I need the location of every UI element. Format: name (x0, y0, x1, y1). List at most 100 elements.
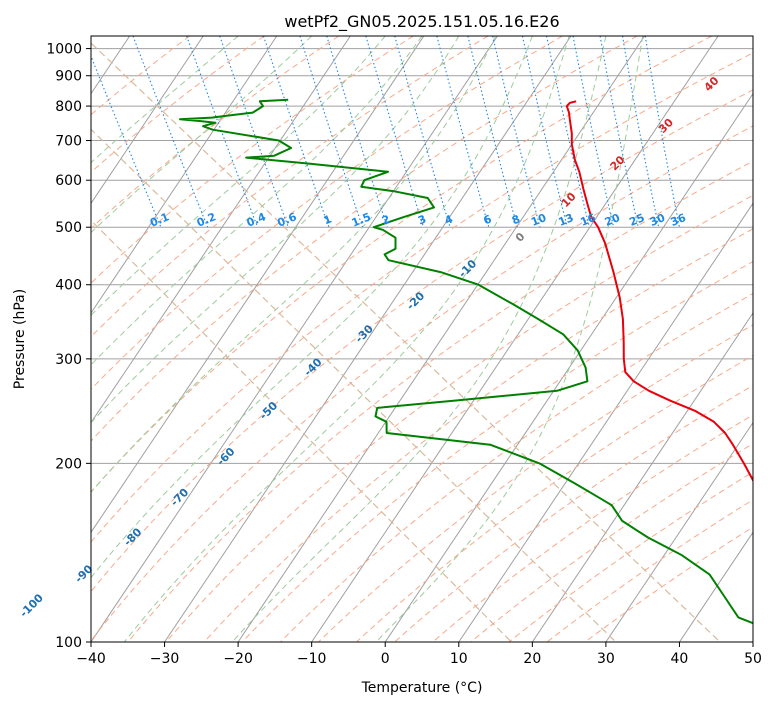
isotherm-label: -90 (72, 562, 95, 585)
isotherm-label: 0 (513, 230, 528, 245)
dry-adiabat-line (127, 160, 753, 642)
isotherm-label: -60 (214, 445, 237, 468)
y-tick-label: 900 (55, 69, 82, 85)
y-tick-label: 800 (55, 99, 82, 115)
isotherm-line (458, 202, 753, 642)
isotherm-label: -80 (121, 525, 144, 548)
y-tick-label: 1000 (46, 42, 82, 58)
moist-adiabat-line (91, 36, 460, 424)
isotherm-label: -70 (168, 486, 191, 509)
isotherm-line (91, 36, 425, 534)
dry-adiabat-line (394, 384, 753, 642)
dewpoint-profile-line (179, 98, 753, 625)
x-tick-label: 20 (523, 651, 541, 667)
isotherm-line (164, 36, 572, 642)
isotherm-label: -100 (17, 591, 46, 620)
mixing-ratio-line (365, 36, 425, 228)
dry-adiabat-line (546, 499, 753, 642)
mixing-ratio-line (262, 36, 330, 228)
mixing-ratio-label: 0.6 (276, 210, 299, 229)
mixing-ratio-line (521, 36, 568, 228)
mixing-ratio-label: 25 (627, 211, 646, 229)
chart-title: wetPf2_GN05.2025.151.05.16.E26 (284, 12, 559, 32)
isotherm-label: 10 (559, 190, 579, 210)
lcl-arc-line (91, 219, 512, 642)
mixing-ratio-line (546, 36, 590, 228)
x-tick-label: −20 (223, 651, 253, 667)
dry-adiabat-line (91, 89, 753, 593)
dry-adiabat-line (432, 414, 753, 642)
mixing-ratio-label: 3 (416, 213, 428, 228)
mixing-ratio-label: 1 (322, 213, 334, 228)
dry-adiabat-line (91, 36, 265, 173)
y-tick-label: 300 (55, 352, 82, 368)
isotherm-line (752, 641, 753, 642)
isotherm-line (384, 92, 753, 642)
y-tick-label: 600 (55, 173, 82, 189)
isotherm-line (679, 531, 753, 642)
dry-adiabat-line (241, 260, 753, 642)
lcl-arc-line (91, 128, 617, 642)
x-axis: −40 −30 −20 −10 0 10 20 30 40 50 (76, 642, 762, 667)
x-tick-label: 50 (744, 651, 762, 667)
isotherm-line (237, 36, 645, 642)
x-tick-label: 30 (597, 651, 615, 667)
x-tick-label: −40 (76, 651, 106, 667)
isotherm-line (91, 36, 204, 205)
x-tick-label: −30 (150, 651, 180, 667)
moist-adiabat-line (91, 36, 313, 234)
sounding-profiles (179, 98, 753, 625)
lcl-arc-line (91, 42, 721, 642)
isotherm-line (531, 312, 753, 642)
isotherm-line (0, 36, 56, 642)
moist-adiabat-line (91, 36, 533, 579)
mixing-ratio-line (467, 36, 518, 228)
dry-adiabat-line (91, 36, 190, 116)
dry-adiabat-line (91, 36, 638, 442)
mixing-ratio-line (219, 36, 289, 228)
dry-adiabat-line (91, 52, 753, 543)
mixing-ratio-label: 16 (579, 211, 598, 229)
plot-frame (90, 35, 754, 643)
isotherm-label: -20 (404, 289, 427, 312)
mixing-ratio-label: 6 (482, 212, 494, 227)
mixing-ratio-line (436, 36, 490, 228)
y-tick-label: 100 (55, 635, 82, 651)
x-tick-label: 10 (450, 651, 468, 667)
moist-adiabat-line (91, 36, 423, 366)
x-axis-label: Temperature (°C) (361, 680, 483, 696)
mixing-ratio-label: 2 (380, 212, 392, 227)
y-tick-label: 700 (55, 133, 82, 149)
mixing-ratio-line (186, 36, 259, 228)
mixing-ratio-line (599, 36, 639, 228)
isotherm-label: 20 (608, 153, 628, 173)
dry-adiabat-line (165, 194, 753, 642)
mixing-ratio-label: 20 (603, 211, 622, 229)
x-tick-label: 40 (671, 651, 689, 667)
isotherm-line (91, 36, 351, 424)
isotherm-label: 40 (702, 74, 722, 94)
dry-adiabat-line (318, 324, 753, 642)
x-tick-label: 0 (381, 651, 390, 667)
y-tick-label: 200 (55, 456, 82, 472)
background-lines (0, 36, 753, 642)
mixing-ratio-line (622, 36, 660, 228)
isotherm-line (605, 421, 753, 642)
mixing-ratio-line (91, 54, 162, 228)
isotherm-line (91, 36, 498, 642)
moist-adiabat-line (91, 36, 239, 164)
mixing-ratio-line (132, 36, 209, 228)
mixing-ratio-line (326, 36, 388, 228)
mixing-ratio-line (299, 36, 364, 228)
dry-adiabat-line (91, 36, 489, 338)
y-axis: 100 200 300 400 500 600 700 800 900 1000 (46, 42, 91, 651)
moist-adiabat-line (231, 36, 607, 642)
isotherm-line (311, 36, 719, 642)
dry-adiabat-line (584, 526, 753, 642)
mixing-ratio-line (492, 36, 541, 228)
y-tick-label: 400 (55, 278, 82, 294)
mixing-ratio-line (394, 36, 451, 228)
moist-adiabat-line (375, 36, 644, 642)
isotherm-line (91, 36, 278, 314)
